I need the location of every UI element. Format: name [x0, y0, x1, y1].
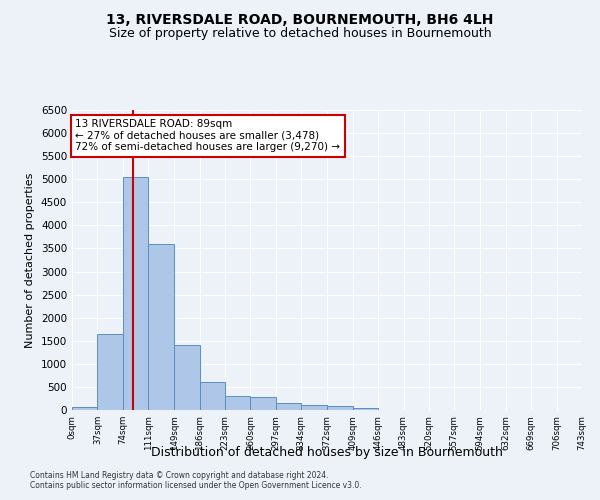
Text: Contains public sector information licensed under the Open Government Licence v3: Contains public sector information licen… [30, 480, 362, 490]
Text: 13 RIVERSDALE ROAD: 89sqm
← 27% of detached houses are smaller (3,478)
72% of se: 13 RIVERSDALE ROAD: 89sqm ← 27% of detac… [76, 119, 340, 152]
Bar [225, 396, 250, 410]
Bar [123, 177, 148, 410]
Text: Size of property relative to detached houses in Bournemouth: Size of property relative to detached ho… [109, 28, 491, 40]
Bar [200, 382, 225, 410]
Text: 13, RIVERSDALE ROAD, BOURNEMOUTH, BH6 4LH: 13, RIVERSDALE ROAD, BOURNEMOUTH, BH6 4L… [106, 12, 494, 26]
Bar [301, 405, 328, 410]
Bar [97, 334, 123, 410]
Bar [328, 406, 353, 410]
Bar [276, 404, 301, 410]
Text: Distribution of detached houses by size in Bournemouth: Distribution of detached houses by size … [151, 446, 503, 459]
Bar [72, 406, 97, 410]
Y-axis label: Number of detached properties: Number of detached properties [25, 172, 35, 348]
Text: Contains HM Land Registry data © Crown copyright and database right 2024.: Contains HM Land Registry data © Crown c… [30, 470, 329, 480]
Bar [353, 408, 378, 410]
Bar [174, 346, 200, 410]
Bar [250, 397, 276, 410]
Bar [148, 244, 174, 410]
